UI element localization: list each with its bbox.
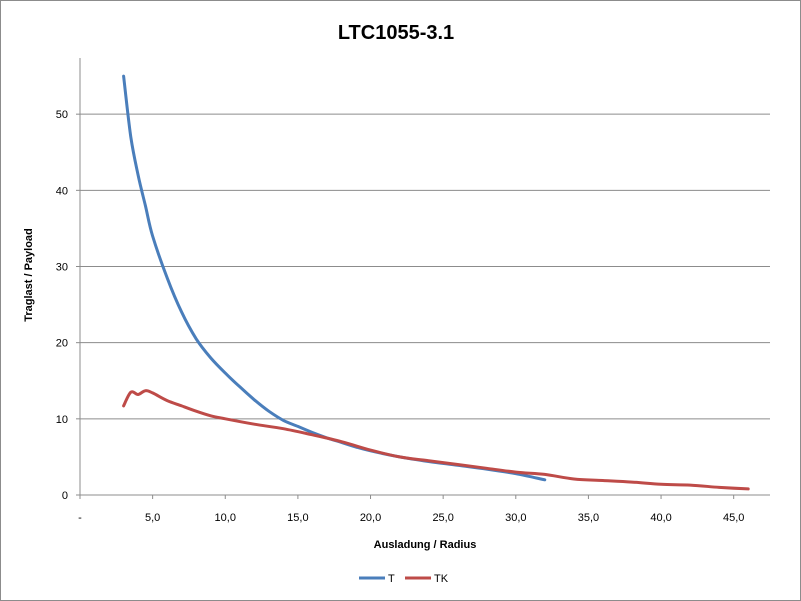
y-tick-label: 50 [56, 109, 68, 121]
x-tick-label: 40,0 [650, 512, 671, 524]
y-axis-ticks: 0 10 20 30 40 50 [56, 109, 80, 502]
y-axis-title: Traglast / Payload [23, 228, 35, 322]
y-tick-label: 40 [56, 185, 68, 197]
x-tick-label: 10,0 [215, 512, 236, 524]
gridlines [80, 113, 770, 420]
series-line-tk [122, 389, 750, 491]
x-tick-label: 25,0 [432, 512, 453, 524]
x-tick-label: 5,0 [145, 512, 160, 524]
x-tick-label: 30,0 [505, 512, 526, 524]
x-tick-label: - [78, 512, 82, 524]
y-tick-label: 0 [62, 490, 68, 502]
x-axis-ticks: - 5,0 10,0 15,0 20,0 25,0 30,0 35,0 40,0 45,0 [78, 495, 744, 524]
x-axis-title: Ausladung / Radius [374, 539, 477, 551]
y-tick-label: 10 [56, 414, 68, 426]
x-tick-label: 35,0 [578, 512, 599, 524]
chart-title: LTC1055-3.1 [338, 22, 454, 44]
y-tick-label: 30 [56, 262, 68, 274]
x-tick-label: 45,0 [723, 512, 744, 524]
data-series [122, 74, 750, 491]
legend-label-tk: TK [434, 573, 449, 585]
axes [79, 58, 770, 496]
x-tick-label: 15,0 [287, 512, 308, 524]
x-tick-label: 20,0 [360, 512, 381, 524]
legend: T TK [359, 573, 449, 585]
legend-label-t: T [388, 573, 395, 585]
y-tick-label: 20 [56, 338, 68, 350]
